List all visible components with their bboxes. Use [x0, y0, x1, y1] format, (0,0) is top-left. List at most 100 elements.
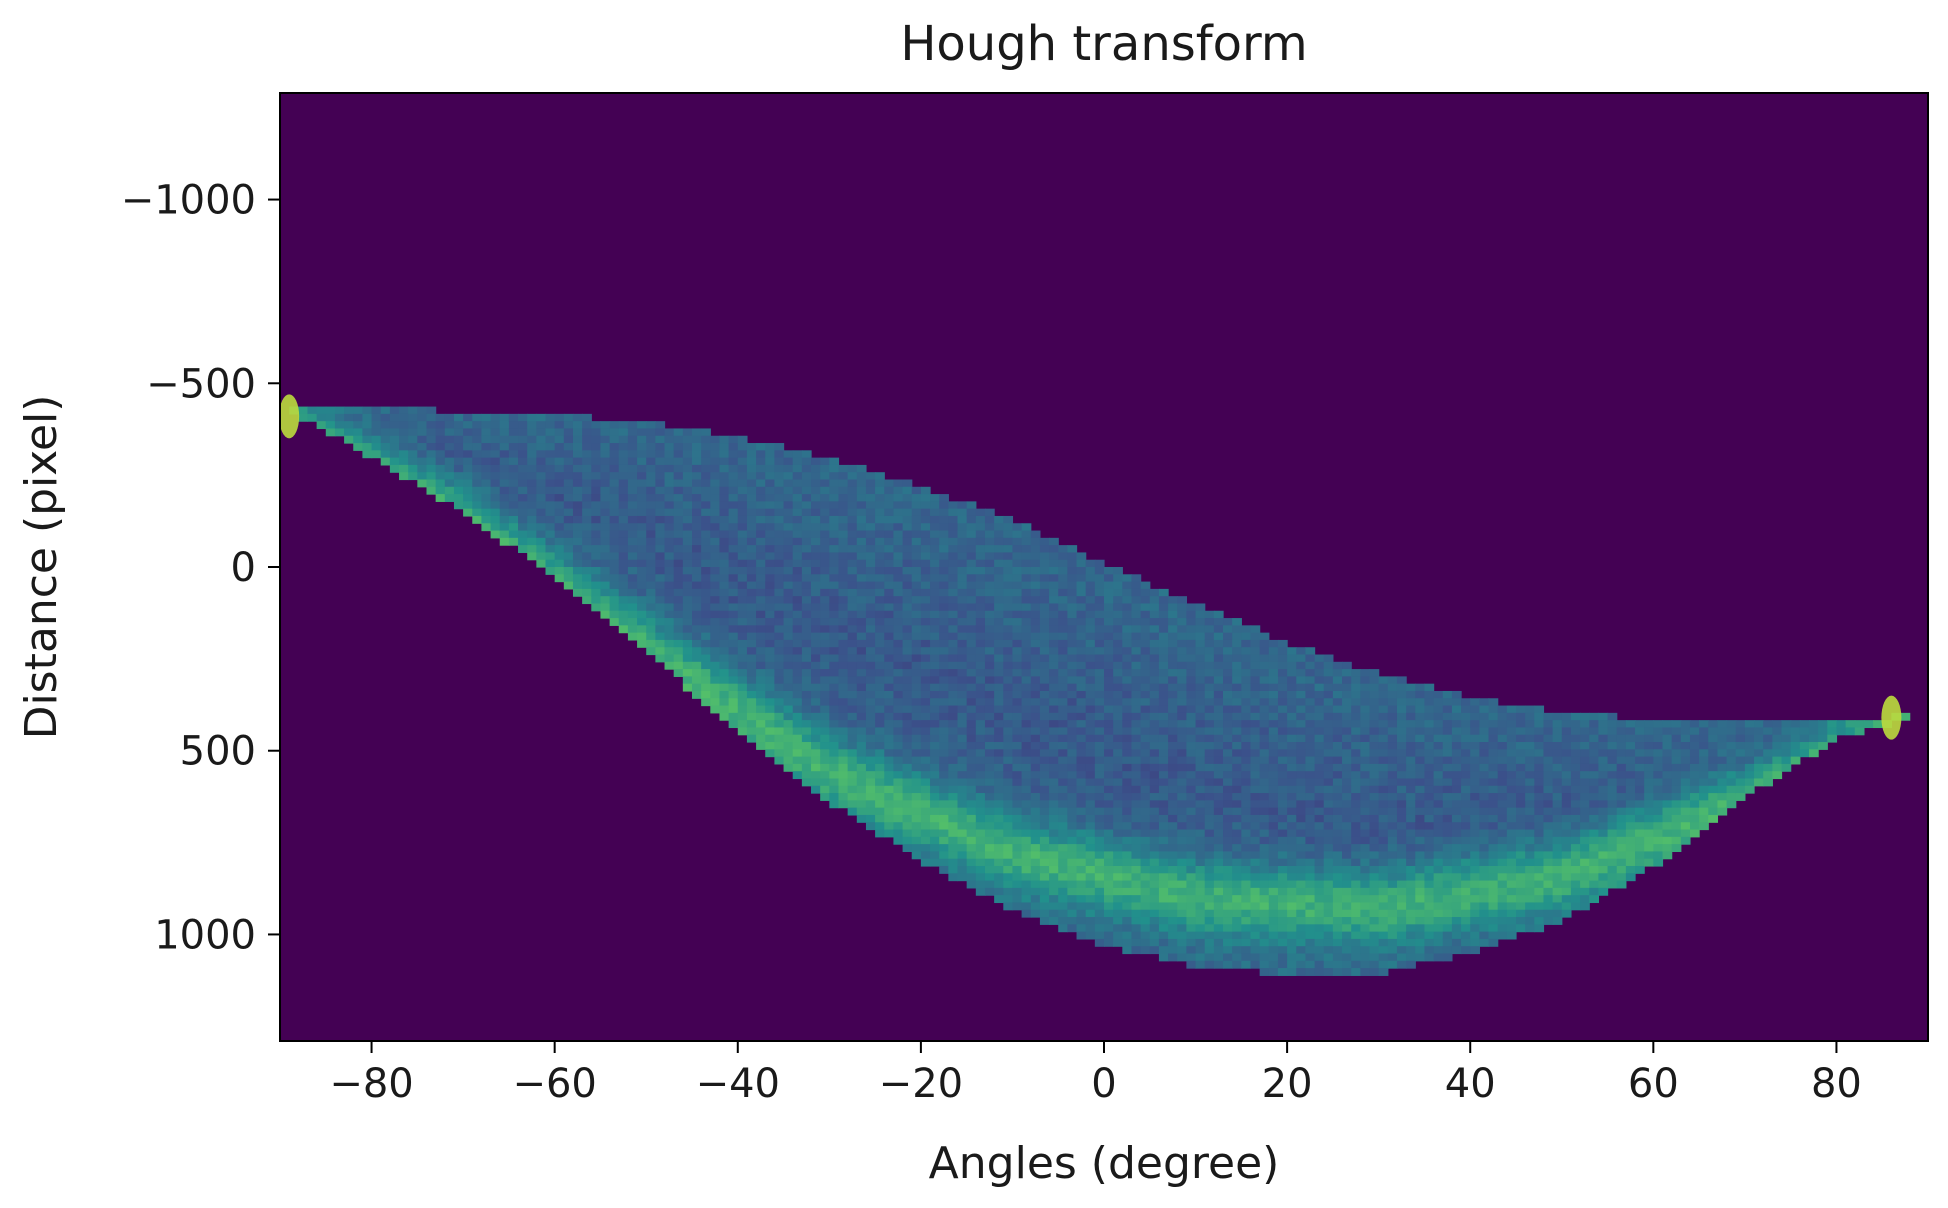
heatmap-cell	[801, 581, 812, 590]
heatmap-cell	[1360, 829, 1371, 838]
heatmap-cell	[1113, 749, 1123, 758]
heatmap-cell	[975, 873, 986, 882]
heatmap-cell	[774, 464, 785, 473]
heatmap-cell	[682, 676, 693, 685]
heatmap-cell	[1122, 683, 1133, 692]
heatmap-cell	[847, 793, 858, 801]
heatmap-cell	[746, 464, 757, 473]
heatmap-cell	[1058, 567, 1068, 575]
heatmap-cell	[600, 588, 611, 597]
heatmap-cell	[1021, 603, 1032, 612]
heatmap-cell	[1479, 734, 1490, 743]
heatmap-cell	[1268, 931, 1279, 940]
heatmap-cell	[609, 479, 620, 488]
heatmap-cell	[1360, 734, 1371, 743]
heatmap-cell	[838, 537, 849, 546]
heatmap-cell	[746, 494, 757, 502]
heatmap-cell	[1085, 712, 1096, 721]
heatmap-cell	[1451, 749, 1462, 758]
heatmap-cell	[930, 778, 940, 787]
heatmap-cell	[1378, 785, 1389, 794]
heatmap-cell	[783, 720, 794, 729]
heatmap-cell	[746, 574, 757, 583]
heatmap-cell	[948, 559, 959, 568]
heatmap-cell	[1104, 858, 1114, 867]
heatmap-cell	[1314, 785, 1325, 794]
heatmap-cell	[783, 727, 794, 736]
heatmap-cell	[1396, 924, 1407, 933]
heatmap-cell	[362, 435, 373, 444]
heatmap-cell	[1516, 785, 1526, 794]
heatmap-cell	[829, 559, 840, 568]
heatmap-cell	[710, 464, 721, 473]
heatmap-cell	[1094, 654, 1105, 663]
heatmap-cell	[774, 581, 785, 590]
heatmap-cell	[1021, 690, 1032, 699]
heatmap-cell	[1268, 836, 1279, 845]
heatmap-cell	[801, 588, 812, 597]
heatmap-cell	[1003, 807, 1014, 816]
heatmap-cell	[1287, 909, 1297, 918]
heatmap-cell	[939, 822, 949, 831]
heatmap-cell	[1232, 902, 1242, 911]
heatmap-cell	[774, 749, 785, 758]
heatmap-cell	[1067, 632, 1078, 641]
heatmap-cell	[1406, 851, 1416, 860]
heatmap-cell	[545, 494, 556, 502]
heatmap-cell	[1442, 807, 1453, 816]
heatmap-cell	[1525, 705, 1535, 714]
heatmap-cell	[728, 603, 739, 612]
heatmap-cell	[1003, 880, 1014, 889]
heatmap-cell	[948, 763, 959, 772]
heatmap-cell	[1003, 793, 1014, 801]
heatmap-cell	[1332, 771, 1343, 780]
heatmap-cell	[838, 734, 849, 743]
heatmap-cell	[701, 661, 711, 670]
heatmap-cell	[1030, 581, 1041, 590]
heatmap-cell	[1223, 880, 1233, 889]
heatmap-cell	[1277, 720, 1288, 729]
heatmap-cell	[1213, 829, 1224, 838]
heatmap-cell	[1451, 836, 1462, 845]
heatmap-cell	[1378, 924, 1389, 933]
heatmap-cell	[1305, 960, 1316, 969]
heatmap-cell	[1012, 654, 1023, 663]
heatmap-cell	[984, 763, 995, 772]
heatmap-cell	[1122, 712, 1133, 721]
heatmap-cell	[1241, 800, 1252, 809]
heatmap-cell	[1094, 873, 1105, 882]
heatmap-cell	[1223, 669, 1233, 677]
heatmap-cell	[1085, 734, 1096, 743]
heatmap-cell	[1204, 705, 1215, 714]
heatmap-cell	[682, 450, 693, 459]
heatmap-cell	[1506, 895, 1517, 904]
heatmap-cell	[783, 712, 794, 721]
heatmap-cell	[1451, 887, 1462, 896]
heatmap-cell	[1287, 953, 1297, 962]
heatmap-cell	[710, 639, 721, 648]
heatmap-cell	[1406, 734, 1416, 743]
heatmap-cell	[783, 450, 794, 459]
heatmap-cell	[847, 742, 858, 750]
heatmap-cell	[490, 421, 501, 430]
heatmap-cell	[1186, 712, 1197, 721]
heatmap-cell	[1442, 690, 1453, 699]
heatmap-cell	[1488, 924, 1499, 933]
heatmap-cell	[1323, 669, 1334, 677]
heatmap-cell	[307, 413, 318, 422]
heatmap-cell	[1351, 829, 1361, 838]
heatmap-cell	[453, 450, 464, 459]
heatmap-cell	[719, 683, 730, 692]
heatmap-cell	[1204, 625, 1215, 634]
heatmap-cell	[701, 537, 711, 546]
heatmap-cell	[966, 836, 977, 845]
heatmap-cell	[1296, 953, 1307, 962]
heatmap-cell	[1232, 669, 1242, 677]
heatmap-cell	[1003, 567, 1014, 575]
heatmap-cell	[957, 712, 968, 721]
heatmap-cell	[1342, 968, 1352, 976]
heatmap-cell	[1195, 960, 1206, 969]
heatmap-cell	[811, 778, 821, 787]
heatmap-cell	[856, 625, 867, 634]
heatmap-cell	[1067, 807, 1078, 816]
